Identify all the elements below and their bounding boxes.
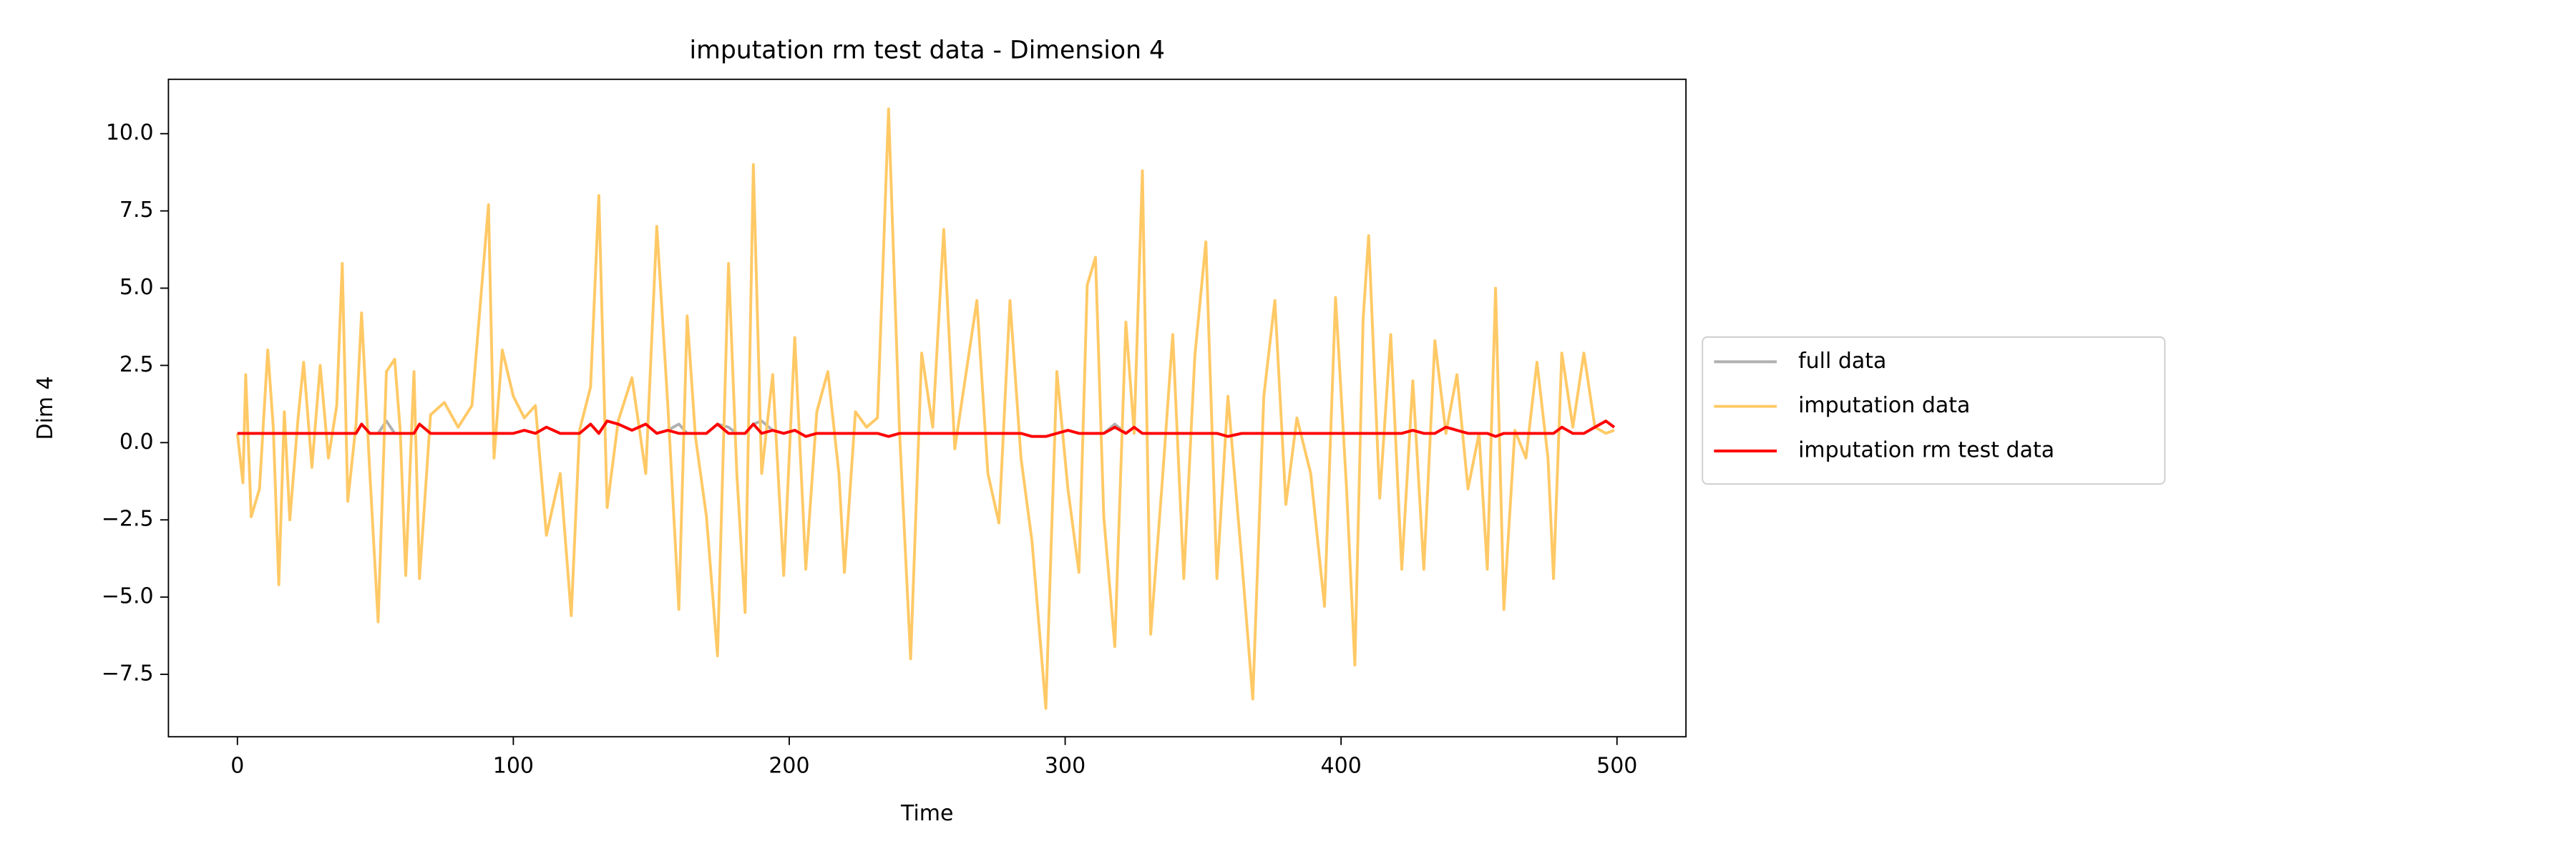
y-axis-label: Dim 4 [33, 376, 58, 440]
legend-label: imputation rm test data [1798, 438, 2054, 463]
legend-label: imputation data [1798, 393, 1970, 418]
y-tick-label: −5.0 [102, 584, 154, 609]
y-tick-label: 2.5 [119, 352, 154, 377]
x-tick-label: 400 [1321, 753, 1362, 778]
legend-box [1702, 336, 2166, 485]
x-tick-label: 100 [493, 753, 534, 778]
x-tick-label: 300 [1045, 753, 1085, 778]
legend-label: full data [1798, 349, 1886, 374]
y-tick-label: 10.0 [106, 120, 154, 145]
y-tick-label: 7.5 [119, 198, 154, 223]
line-series [235, 107, 1615, 710]
x-tick-label: 200 [769, 753, 809, 778]
y-tick-label: −2.5 [102, 507, 154, 532]
x-tick-label: 0 [230, 753, 244, 778]
chart-title: imputation rm test data - Dimension 4 [689, 37, 1165, 65]
y-tick-label: 5.0 [119, 275, 154, 300]
x-axis-label: Time [900, 801, 953, 826]
y-tick-label: 0.0 [119, 430, 154, 455]
plot-frame [167, 78, 1687, 738]
line-series [237, 419, 1616, 438]
x-tick-label: 500 [1596, 753, 1637, 778]
y-tick-label: −7.5 [102, 661, 154, 686]
